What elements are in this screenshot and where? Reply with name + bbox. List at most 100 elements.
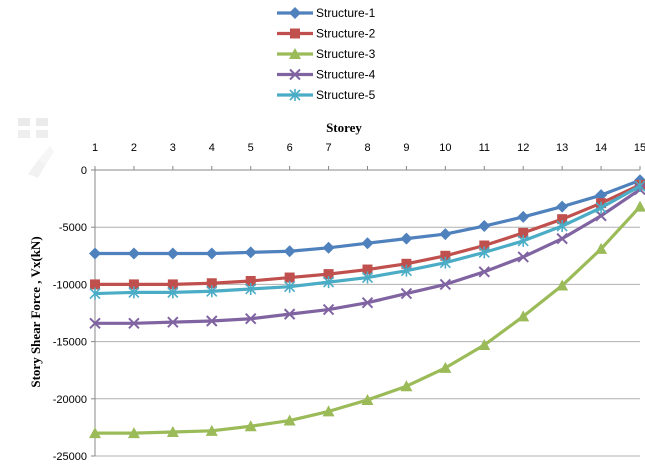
x-tick-label: 8 — [364, 142, 370, 154]
data-point — [478, 220, 491, 233]
data-point — [284, 280, 296, 293]
data-point — [167, 316, 179, 328]
data-point — [244, 246, 257, 259]
data-point — [556, 279, 569, 291]
series-3 — [89, 200, 645, 439]
y-tick-label: 0 — [81, 165, 87, 177]
watermark-icon — [18, 118, 54, 178]
legend-item: Structure-3 — [277, 47, 376, 61]
data-point — [323, 276, 335, 289]
data-point — [517, 234, 529, 247]
series-1 — [89, 174, 645, 260]
data-point — [245, 282, 257, 295]
data-point — [206, 278, 217, 289]
data-point — [439, 256, 451, 269]
data-point — [290, 28, 300, 39]
x-tick-label: 6 — [287, 142, 293, 154]
data-point — [556, 220, 568, 233]
y-tick-label: -5000 — [59, 222, 87, 234]
legend-label: Structure-1 — [316, 6, 376, 20]
x-tick-label: 15 — [634, 142, 645, 154]
legend-label: Structure-2 — [316, 27, 376, 41]
data-point — [479, 240, 490, 251]
data-point — [595, 189, 608, 202]
legend-item: Structure-1 — [277, 6, 376, 20]
data-point — [362, 264, 373, 275]
x-tick-labels: 1 2 3 4 5 6 7 8 9 10 11 12 13 14 15 — [92, 142, 645, 170]
y-tick-label: -25000 — [53, 451, 87, 463]
x-tick-label: 13 — [556, 142, 568, 154]
y-tick-label: -20000 — [53, 394, 87, 406]
data-point — [166, 425, 179, 437]
data-point — [206, 285, 218, 298]
data-point — [439, 228, 452, 241]
data-point — [89, 287, 101, 300]
series-5 — [89, 180, 645, 300]
data-point — [478, 266, 490, 278]
data-point — [244, 420, 257, 432]
series-layer — [89, 174, 645, 439]
x-tick-label: 3 — [170, 142, 176, 154]
x-axis-title: Storey — [326, 120, 362, 135]
data-point — [322, 405, 335, 417]
data-point — [89, 317, 101, 330]
data-point — [283, 245, 296, 258]
data-point — [361, 271, 374, 284]
data-point — [289, 89, 301, 101]
data-point — [478, 339, 491, 351]
data-point — [205, 247, 218, 260]
data-point — [478, 246, 490, 259]
data-point — [517, 310, 530, 322]
data-point — [400, 232, 413, 245]
data-point — [517, 210, 530, 223]
legend-label: Structure-3 — [316, 47, 376, 61]
data-point — [206, 315, 218, 327]
y-axis-title: Story Shear Force , Vx(kN) — [28, 236, 43, 387]
data-point — [595, 201, 607, 214]
data-point — [283, 414, 296, 426]
data-point — [167, 279, 178, 290]
data-point — [400, 380, 413, 392]
legend-label: Structure-5 — [316, 88, 376, 102]
data-point — [89, 247, 101, 260]
gridlines — [95, 226, 640, 457]
data-point — [440, 250, 451, 261]
data-point — [517, 251, 529, 263]
data-point — [556, 232, 568, 245]
data-point — [128, 279, 139, 290]
data-point — [323, 269, 334, 280]
x-tick-label: 7 — [326, 142, 332, 154]
data-point — [401, 258, 412, 269]
data-point — [289, 68, 301, 81]
x-tick-label: 12 — [517, 142, 529, 154]
data-point — [289, 48, 301, 59]
data-point — [166, 247, 179, 260]
data-point — [556, 200, 569, 213]
data-point — [167, 286, 179, 299]
x-tick-label: 9 — [403, 142, 409, 154]
data-point — [634, 200, 645, 212]
series-4 — [89, 183, 645, 330]
data-point — [289, 7, 301, 19]
x-tick-label: 1 — [92, 142, 98, 154]
data-point — [518, 227, 529, 238]
legend-item: Structure-4 — [277, 68, 376, 82]
data-point — [361, 393, 374, 405]
data-point — [557, 214, 568, 225]
x-tick-label: 4 — [209, 142, 215, 154]
data-point — [128, 286, 140, 299]
data-point — [595, 210, 607, 222]
data-point — [361, 296, 374, 309]
data-point — [90, 279, 100, 290]
data-point — [283, 308, 296, 320]
data-point — [400, 264, 412, 277]
x-tick-label: 2 — [131, 142, 137, 154]
data-point — [439, 361, 452, 373]
legend-label: Structure-4 — [316, 68, 376, 82]
data-point — [361, 237, 374, 250]
data-point — [595, 242, 608, 254]
y-tick-label: -10000 — [53, 279, 87, 291]
legend-item: Structure-2 — [277, 27, 376, 41]
data-point — [245, 313, 257, 325]
